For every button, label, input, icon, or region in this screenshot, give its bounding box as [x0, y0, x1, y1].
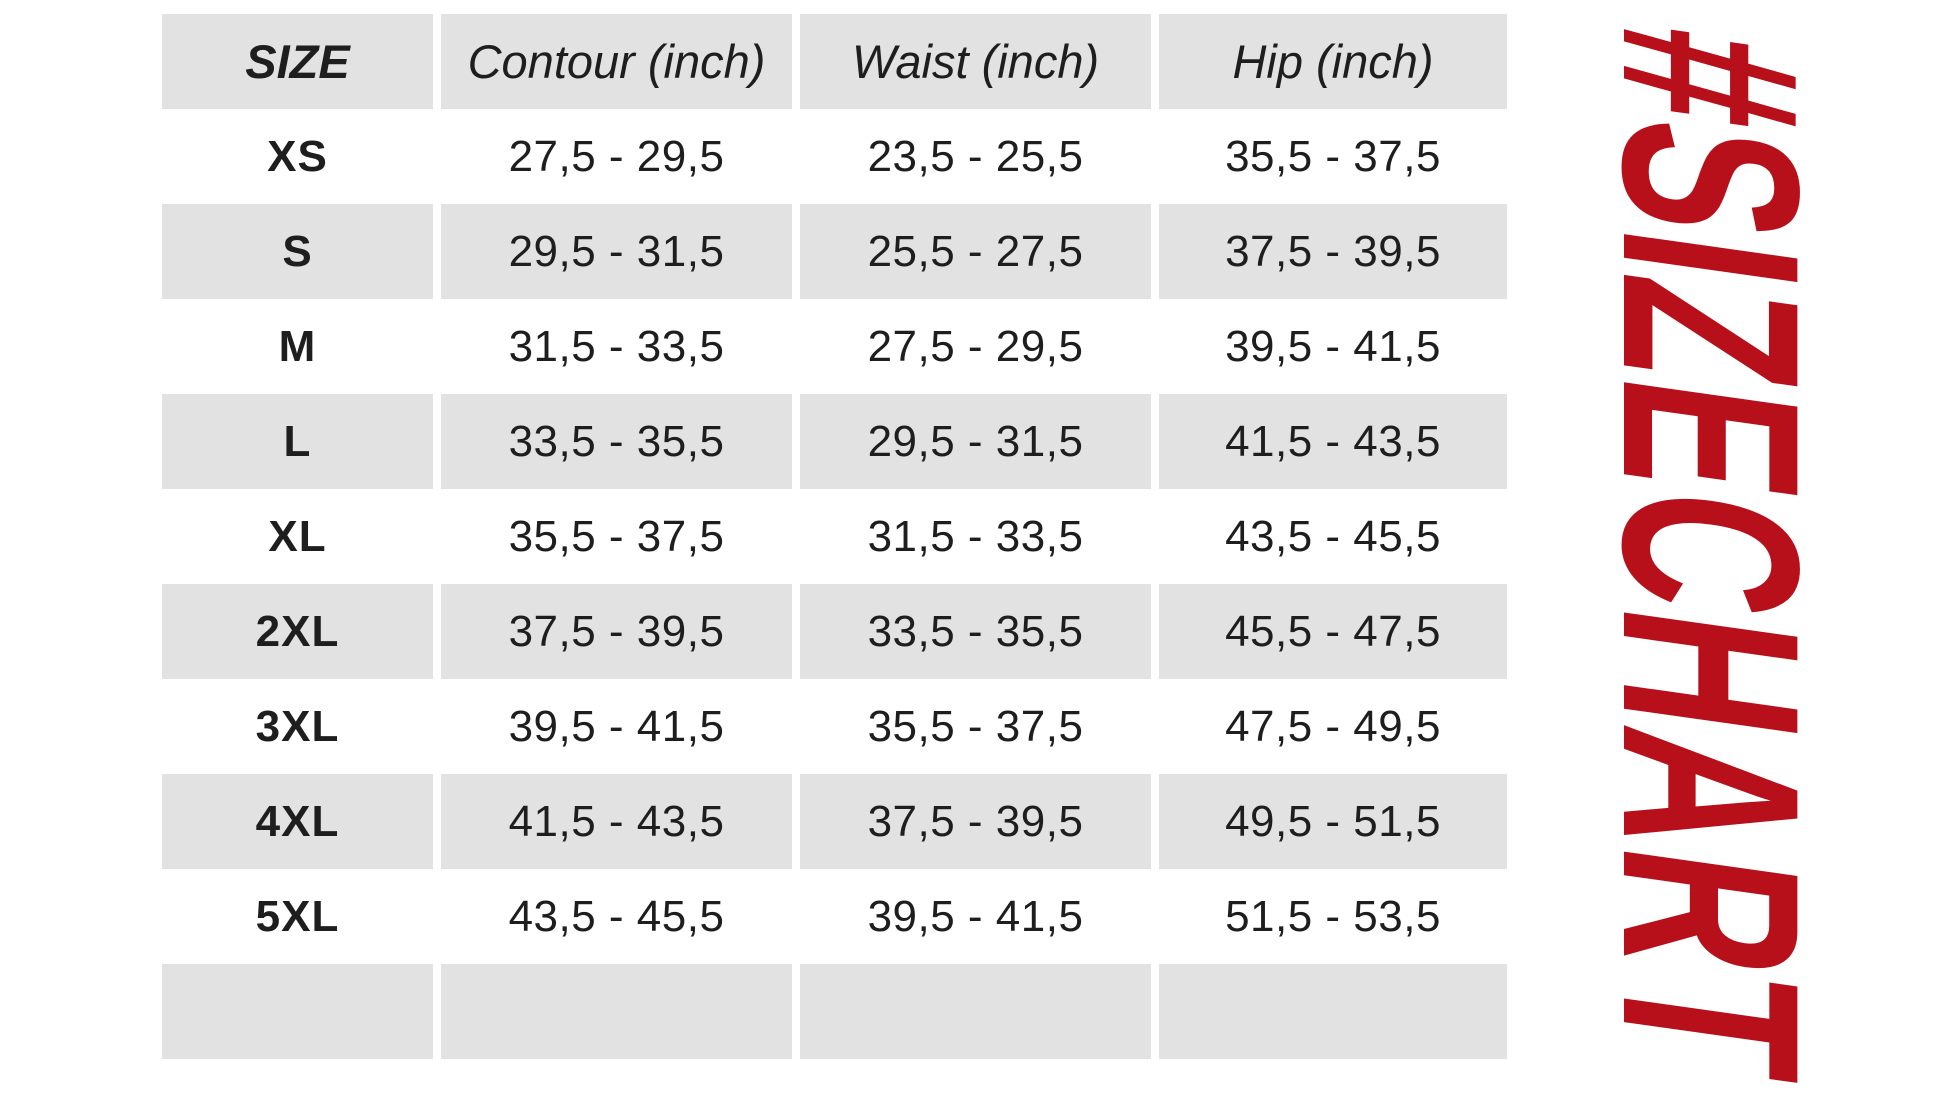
size-cell: XS: [162, 109, 433, 204]
size-cell: M: [162, 299, 433, 394]
value-cell: 33,5 - 35,5: [800, 584, 1151, 679]
empty-cell: [441, 964, 792, 1059]
value-cell: 29,5 - 31,5: [800, 394, 1151, 489]
empty-cell: [800, 964, 1151, 1059]
value-cell: 39,5 - 41,5: [800, 869, 1151, 964]
size-cell: XL: [162, 489, 433, 584]
value-cell: 23,5 - 25,5: [800, 109, 1151, 204]
size-table: SIZE Contour (inch) Waist (inch) Hip (inch)…: [162, 14, 1507, 1059]
header-cell: Waist (inch): [800, 14, 1151, 109]
value-cell: 37,5 - 39,5: [441, 584, 792, 679]
header-cell: Contour (inch): [441, 14, 792, 109]
size-cell: 2XL: [162, 584, 433, 679]
empty-cell: [162, 964, 433, 1059]
value-cell: 45,5 - 47,5: [1159, 584, 1507, 679]
value-cell: 35,5 - 37,5: [441, 489, 792, 584]
empty-cell: [1159, 964, 1507, 1059]
value-cell: 49,5 - 51,5: [1159, 774, 1507, 869]
value-cell: 35,5 - 37,5: [1159, 109, 1507, 204]
size-cell: L: [162, 394, 433, 489]
value-cell: 37,5 - 39,5: [1159, 204, 1507, 299]
size-cell: 5XL: [162, 869, 433, 964]
value-cell: 27,5 - 29,5: [441, 109, 792, 204]
value-cell: 39,5 - 41,5: [441, 679, 792, 774]
header-cell: SIZE: [162, 14, 433, 109]
value-cell: 41,5 - 43,5: [1159, 394, 1507, 489]
value-cell: 39,5 - 41,5: [1159, 299, 1507, 394]
value-cell: 41,5 - 43,5: [441, 774, 792, 869]
value-cell: 37,5 - 39,5: [800, 774, 1151, 869]
size-cell: S: [162, 204, 433, 299]
size-cell: 3XL: [162, 679, 433, 774]
value-cell: 51,5 - 53,5: [1159, 869, 1507, 964]
value-cell: 31,5 - 33,5: [441, 299, 792, 394]
size-cell: 4XL: [162, 774, 433, 869]
value-cell: 47,5 - 49,5: [1159, 679, 1507, 774]
header-cell: Hip (inch): [1159, 14, 1507, 109]
value-cell: 33,5 - 35,5: [441, 394, 792, 489]
value-cell: 25,5 - 27,5: [800, 204, 1151, 299]
value-cell: 27,5 - 29,5: [800, 299, 1151, 394]
value-cell: 43,5 - 45,5: [1159, 489, 1507, 584]
value-cell: 31,5 - 33,5: [800, 489, 1151, 584]
value-cell: 35,5 - 37,5: [800, 679, 1151, 774]
value-cell: 43,5 - 45,5: [441, 869, 792, 964]
value-cell: 29,5 - 31,5: [441, 204, 792, 299]
sizechart-watermark: #SIZECHART: [1570, 12, 1851, 1094]
